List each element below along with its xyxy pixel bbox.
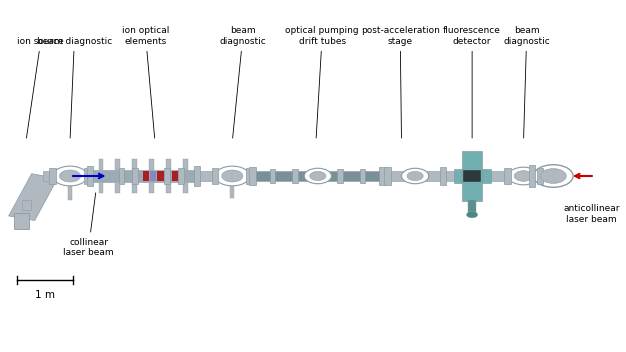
Text: beam
diagnostic: beam diagnostic <box>220 26 266 138</box>
Bar <box>540 171 548 181</box>
Text: collinear
laser beam: collinear laser beam <box>63 193 114 257</box>
Text: fluorescence
detector: fluorescence detector <box>443 26 501 138</box>
Circle shape <box>53 166 88 186</box>
Bar <box>98 159 103 170</box>
Bar <box>84 168 91 184</box>
Circle shape <box>466 212 478 218</box>
Bar <box>68 186 73 200</box>
Circle shape <box>514 171 533 181</box>
Bar <box>252 171 383 181</box>
Bar <box>384 167 391 185</box>
Bar <box>387 171 443 181</box>
Text: anticollinear
laser beam: anticollinear laser beam <box>563 204 620 224</box>
Bar <box>14 213 29 229</box>
Circle shape <box>401 168 429 184</box>
Bar <box>115 159 120 170</box>
Bar <box>87 166 93 186</box>
Text: optical pumping
drift tubes: optical pumping drift tubes <box>285 26 359 138</box>
Bar <box>183 159 188 170</box>
Bar <box>167 159 172 170</box>
Circle shape <box>533 165 573 187</box>
Circle shape <box>215 166 250 186</box>
Bar <box>150 171 156 181</box>
Bar <box>212 168 218 184</box>
Bar <box>183 182 188 193</box>
Bar <box>167 182 172 193</box>
Bar <box>536 168 543 184</box>
Bar <box>115 182 120 193</box>
Bar <box>468 200 476 215</box>
Bar <box>56 171 90 181</box>
Bar <box>249 167 255 185</box>
Text: beam diagnostic: beam diagnostic <box>37 37 112 138</box>
Polygon shape <box>9 174 58 220</box>
Text: post-acceleration
stage: post-acceleration stage <box>361 26 439 138</box>
Bar <box>337 169 343 183</box>
Bar <box>21 200 31 210</box>
Bar <box>246 168 253 184</box>
Circle shape <box>540 169 567 183</box>
Circle shape <box>59 170 81 182</box>
Bar <box>230 186 234 198</box>
Bar <box>165 168 170 184</box>
Circle shape <box>304 168 332 184</box>
Bar <box>197 171 213 181</box>
Circle shape <box>310 171 326 181</box>
Bar <box>133 182 138 193</box>
Text: beam
diagnostic: beam diagnostic <box>503 26 550 138</box>
Bar <box>132 168 138 184</box>
Bar <box>528 165 535 187</box>
Bar <box>90 170 197 182</box>
Bar <box>43 171 56 181</box>
Bar <box>133 159 138 170</box>
Bar <box>270 169 275 183</box>
Bar <box>178 168 183 184</box>
Bar <box>443 171 508 181</box>
Bar <box>194 166 200 186</box>
Bar <box>360 169 365 183</box>
Bar <box>143 171 149 181</box>
Bar <box>453 169 491 183</box>
Bar <box>49 168 56 184</box>
Circle shape <box>222 170 243 182</box>
Bar <box>157 171 163 181</box>
Bar <box>315 169 321 183</box>
Text: ion source: ion source <box>18 37 64 138</box>
Text: ion optical
elements: ion optical elements <box>122 26 169 138</box>
Circle shape <box>508 167 539 185</box>
Bar <box>150 182 155 193</box>
Bar <box>98 182 103 193</box>
Bar <box>172 171 178 181</box>
Bar <box>463 170 481 182</box>
Circle shape <box>407 171 423 181</box>
Bar <box>439 167 446 185</box>
Bar <box>505 168 511 184</box>
Bar <box>379 167 386 185</box>
Bar <box>119 168 124 184</box>
Bar <box>150 159 155 170</box>
Bar <box>462 151 482 201</box>
Bar <box>165 171 171 181</box>
Text: 1 m: 1 m <box>35 290 55 300</box>
Bar <box>292 169 298 183</box>
